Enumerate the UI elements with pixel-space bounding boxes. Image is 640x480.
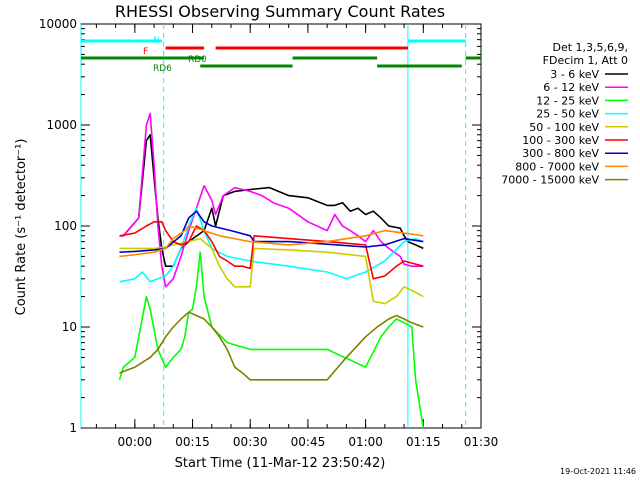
y-tick-label: 1000	[46, 118, 77, 132]
series-line-7	[119, 225, 424, 258]
legend-label: 25 - 50 keV	[536, 108, 599, 121]
series-line-1	[119, 112, 424, 288]
y-tick-label: 10000	[39, 17, 77, 31]
flag-label-n: N	[153, 36, 160, 46]
y-axis-label: Count Rate (s⁻¹ detector⁻¹)	[14, 139, 29, 316]
timestamp: 19-Oct-2021 11:46	[560, 467, 636, 476]
plot-frame	[80, 23, 482, 429]
legend-label: 3 - 6 keV	[550, 68, 599, 81]
flag-label-rd0: RD0	[188, 55, 207, 65]
legend-header-line-2: FDecim 1, Att 0	[543, 54, 628, 67]
series-line-4	[119, 237, 424, 305]
legend-label: 7000 - 15000 keV	[501, 174, 599, 187]
x-tick-label: 00:45	[291, 435, 326, 449]
flag-label-f: F	[143, 47, 148, 57]
legend-header-line-1: Det 1,3,5,6,9,	[552, 41, 628, 54]
x-tick-label: 00:15	[175, 435, 210, 449]
y-tick-label: 1	[69, 421, 77, 435]
x-tick-label: 00:30	[233, 435, 268, 449]
y-tick-label: 100	[54, 219, 77, 233]
x-axis-label: Start Time (11-Mar-12 23:50:42)	[175, 456, 386, 471]
series-line-3	[119, 207, 424, 283]
chart-title: RHESSI Observing Summary Count Rates	[115, 2, 445, 21]
legend-label: 300 - 800 keV	[522, 147, 599, 160]
y-tick-label: 10	[62, 320, 77, 334]
flag-label-rd6: RD6	[153, 64, 172, 74]
series-line-2	[118, 251, 425, 429]
x-tick-label: 01:00	[348, 435, 383, 449]
legend-label: 6 - 12 keV	[543, 81, 599, 94]
series-line-5	[119, 221, 424, 280]
x-tick-label: 00:00	[118, 435, 153, 449]
x-tick-label: 01:30	[464, 435, 499, 449]
legend-label: 800 - 7000 keV	[515, 160, 599, 173]
legend-label: 100 - 300 keV	[522, 134, 599, 147]
legend-label: 50 - 100 keV	[529, 121, 599, 134]
series-line-8	[119, 311, 424, 381]
legend-label: 12 - 25 keV	[536, 94, 599, 107]
x-tick-label: 01:15	[406, 435, 441, 449]
